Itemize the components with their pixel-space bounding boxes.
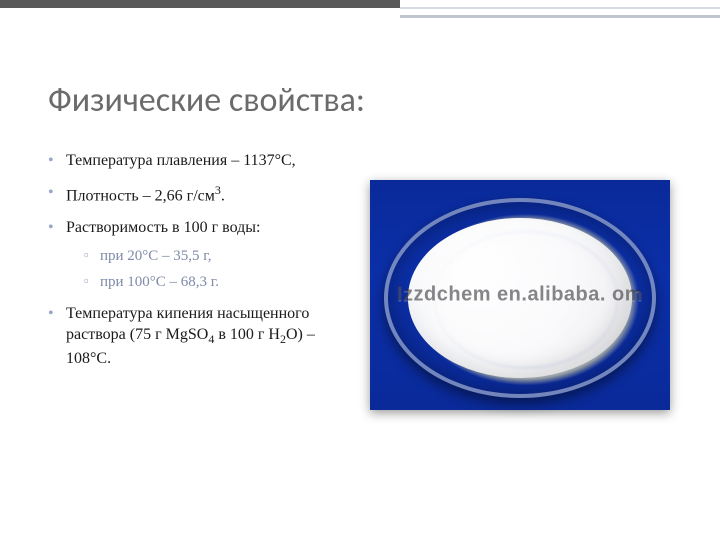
accent-light-segment bbox=[400, 0, 720, 18]
list-item: Температура плавления – 1137°С, bbox=[48, 150, 348, 172]
solubility-100c: при 100°С – 68,3 г. bbox=[100, 274, 219, 290]
list-item: Растворимость в 100 г воды: при 20°С – 3… bbox=[48, 217, 348, 293]
solubility-20c: при 20°С – 35,5 г, bbox=[100, 248, 212, 264]
properties-list: Температура плавления – 1137°С, Плотност… bbox=[48, 150, 348, 500]
list-item: Плотность – 2,66 г/см3. bbox=[48, 182, 348, 207]
melting-point-value: 1137°С, bbox=[243, 152, 295, 169]
solubility-label: Растворимость в 100 г воды: bbox=[66, 219, 260, 236]
density-label: Плотность – bbox=[66, 187, 155, 204]
melting-point-label: Температура плавления – bbox=[66, 152, 243, 169]
density-post: . bbox=[221, 187, 225, 204]
image-column: lzzdchem en.alibaba. om bbox=[368, 150, 672, 500]
slide-top-accent bbox=[0, 0, 720, 30]
slide-body: Температура плавления – 1137°С, Плотност… bbox=[48, 150, 672, 500]
petri-dish-rim bbox=[384, 198, 656, 398]
white-powder bbox=[408, 218, 632, 378]
accent-dark-segment bbox=[0, 0, 400, 8]
list-item: Температура кипения насыщенного раствора… bbox=[48, 303, 348, 370]
boiling-point-mid: в 100 г Н bbox=[214, 326, 280, 343]
image-watermark: lzzdchem en.alibaba. om bbox=[370, 284, 670, 307]
list-sub-item: при 20°С – 35,5 г, bbox=[84, 246, 348, 266]
substance-photo: lzzdchem en.alibaba. om bbox=[370, 180, 670, 410]
slide-title: Физические свойства: bbox=[48, 80, 365, 121]
list-sub-item: при 100°С – 68,3 г. bbox=[84, 272, 348, 292]
density-value: 2,66 г/см bbox=[155, 187, 215, 204]
